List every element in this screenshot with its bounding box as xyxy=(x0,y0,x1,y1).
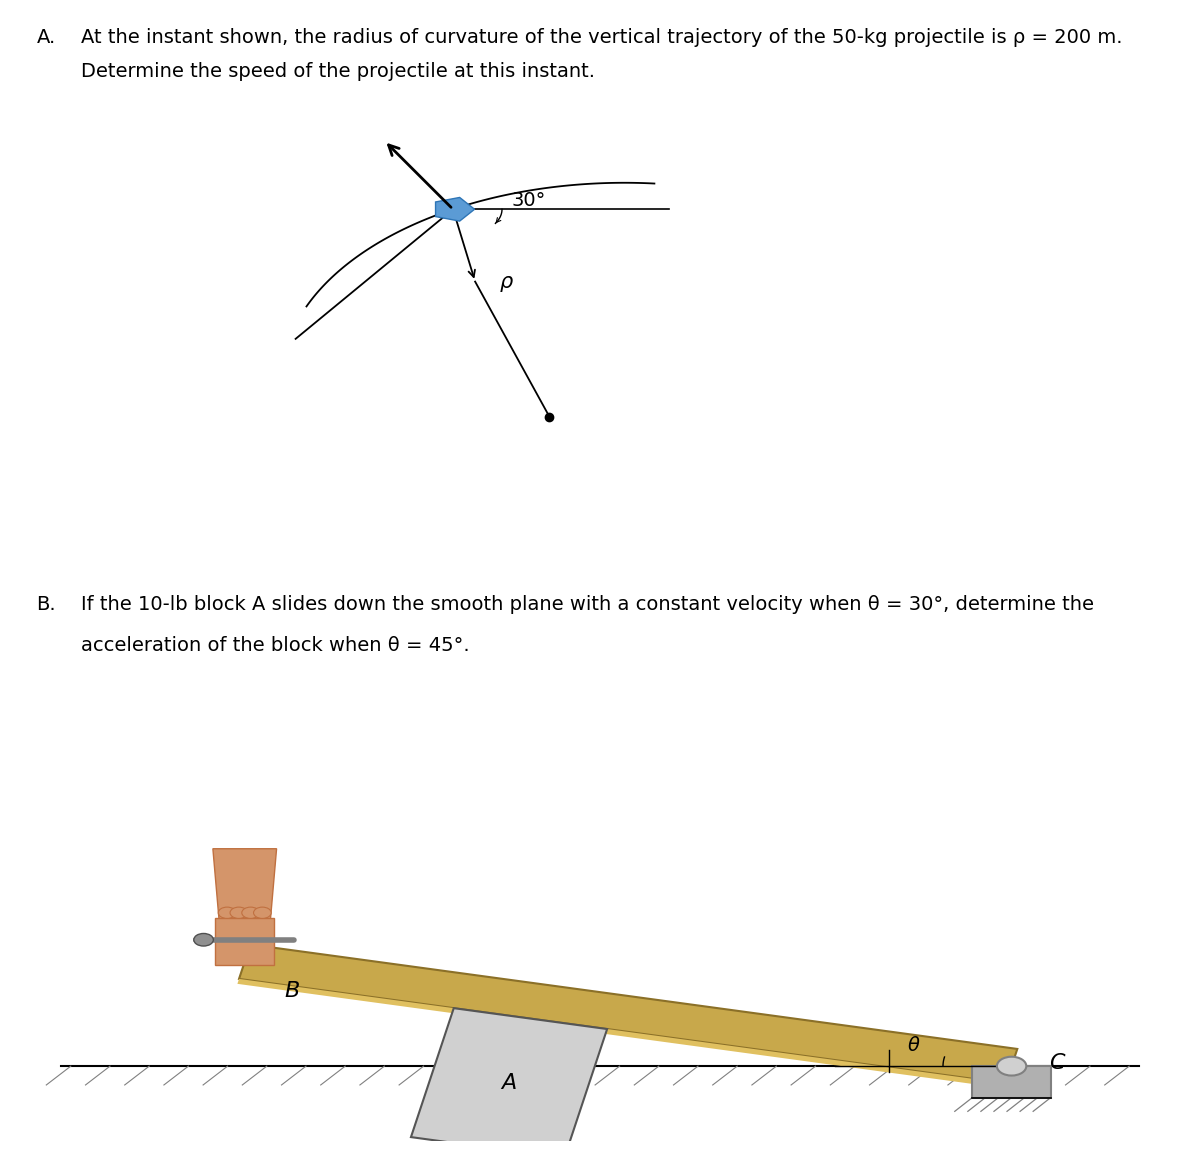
Text: A: A xyxy=(502,1073,517,1093)
Text: acceleration of the block when θ = 45°.: acceleration of the block when θ = 45°. xyxy=(80,636,469,655)
Text: 30°: 30° xyxy=(511,191,546,210)
Text: B: B xyxy=(284,980,299,1001)
Polygon shape xyxy=(972,1067,1051,1098)
Circle shape xyxy=(241,907,259,919)
Circle shape xyxy=(230,907,247,919)
Text: A.: A. xyxy=(36,29,55,47)
Text: ρ: ρ xyxy=(499,272,512,292)
Polygon shape xyxy=(436,197,474,221)
Text: Determine the speed of the projectile at this instant.: Determine the speed of the projectile at… xyxy=(80,62,595,82)
Polygon shape xyxy=(212,849,276,962)
Circle shape xyxy=(997,1056,1026,1076)
Polygon shape xyxy=(239,944,1018,1084)
Text: B.: B. xyxy=(36,595,56,615)
Polygon shape xyxy=(410,1008,607,1153)
Polygon shape xyxy=(238,979,1006,1088)
Circle shape xyxy=(253,907,271,919)
Polygon shape xyxy=(215,918,274,965)
Text: At the instant shown, the radius of curvature of the vertical trajectory of the : At the instant shown, the radius of curv… xyxy=(80,29,1122,47)
Circle shape xyxy=(193,934,214,945)
Circle shape xyxy=(218,907,236,919)
Text: If the 10-lb block A slides down the smooth plane with a constant velocity when : If the 10-lb block A slides down the smo… xyxy=(80,595,1093,615)
Text: θ: θ xyxy=(907,1035,919,1055)
Text: C: C xyxy=(1049,1053,1064,1073)
